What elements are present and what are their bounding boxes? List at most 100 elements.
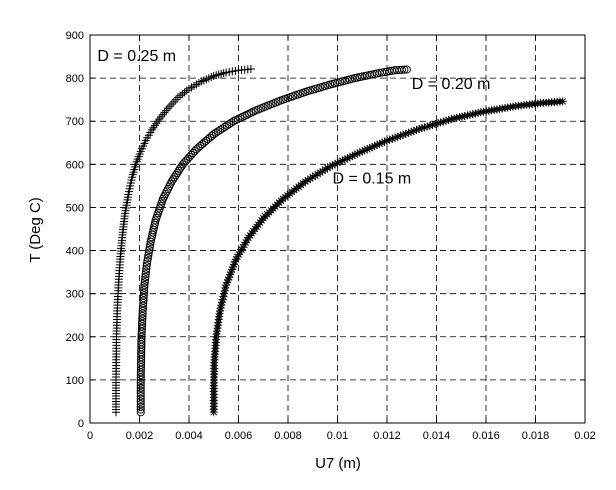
plus-marker — [163, 104, 172, 113]
star-marker — [238, 243, 247, 252]
star-marker — [509, 102, 518, 111]
circle-marker — [145, 243, 154, 252]
star-marker — [221, 283, 230, 292]
star-marker — [353, 149, 362, 158]
star-marker — [401, 129, 410, 138]
circle-marker — [170, 173, 179, 182]
star-marker — [318, 167, 327, 176]
star-marker — [237, 245, 246, 254]
circle-marker — [216, 125, 225, 134]
star-marker — [487, 106, 496, 115]
circle-marker — [136, 392, 145, 401]
star-marker — [380, 137, 389, 146]
y-tick-label: 600 — [66, 159, 84, 171]
circle-marker — [136, 378, 145, 387]
star-marker — [230, 260, 239, 269]
star-marker — [231, 257, 240, 266]
x-tick-label: 0.014 — [423, 430, 451, 442]
circle-marker — [144, 248, 153, 257]
star-marker — [323, 163, 332, 172]
star-marker — [326, 162, 335, 171]
plus-marker — [246, 65, 255, 74]
y-tick-label: 900 — [66, 30, 84, 42]
circle-marker — [211, 128, 220, 137]
x-tick-label: 0.004 — [175, 430, 203, 442]
circle-marker — [142, 264, 151, 273]
circle-marker — [136, 402, 145, 411]
circle-marker — [136, 408, 145, 417]
plus-marker — [180, 88, 189, 97]
circle-marker — [167, 177, 176, 186]
circle-marker — [136, 394, 145, 403]
star-marker — [216, 304, 225, 313]
circle-marker — [136, 397, 145, 406]
star-marker — [468, 110, 477, 119]
circle-marker — [171, 171, 180, 180]
circle-marker — [139, 291, 148, 300]
star-marker — [495, 104, 504, 113]
circle-marker — [209, 130, 218, 139]
star-marker — [340, 155, 349, 164]
plus-marker — [169, 97, 178, 106]
circle-marker — [146, 240, 155, 249]
circle-marker — [227, 118, 236, 127]
circle-marker — [139, 296, 148, 305]
star-marker — [474, 108, 483, 117]
x-tick-label: 0 — [87, 430, 93, 442]
circle-marker — [222, 121, 231, 130]
star-marker — [476, 108, 485, 117]
y-tick-label: 500 — [66, 202, 84, 214]
star-marker — [348, 151, 357, 160]
circle-marker — [220, 122, 229, 132]
star-marker — [388, 134, 397, 143]
star-marker — [492, 105, 501, 114]
star-marker — [234, 250, 243, 259]
star-marker — [338, 156, 347, 165]
x-tick-label: 0.018 — [522, 430, 550, 442]
axis-ticks: 0 0.002 0.004 0.006 0.008 0.01 0.012 0.014 0.016… — [66, 30, 596, 442]
star-marker — [428, 120, 437, 129]
plus-marker — [153, 117, 162, 126]
circle-marker — [139, 288, 148, 297]
circle-marker — [137, 335, 146, 344]
plus-marker — [178, 90, 187, 99]
plus-marker — [171, 95, 180, 104]
circle-marker — [141, 270, 150, 279]
star-marker — [228, 265, 237, 274]
star-marker — [306, 174, 315, 183]
star-marker — [345, 153, 354, 162]
circle-marker — [136, 381, 145, 390]
star-marker — [490, 105, 499, 114]
y-tick-label: 200 — [66, 332, 84, 344]
circle-marker — [137, 337, 146, 346]
y-tick-label: 800 — [66, 73, 84, 85]
star-marker — [409, 126, 418, 135]
star-marker — [316, 168, 325, 177]
star-marker — [396, 131, 405, 140]
star-marker — [498, 104, 507, 113]
circle-marker — [136, 400, 145, 409]
star-marker — [363, 145, 372, 154]
circle-marker — [136, 405, 145, 414]
circle-marker — [138, 312, 147, 321]
star-marker — [220, 286, 229, 295]
series-circle — [136, 65, 411, 417]
star-marker — [217, 301, 226, 310]
x-tick-label: 0.008 — [274, 430, 302, 442]
star-marker — [215, 306, 224, 315]
series-star — [209, 97, 567, 417]
star-marker — [441, 116, 450, 125]
x-tick-label: 0.012 — [373, 430, 401, 442]
circle-marker — [142, 262, 151, 271]
annotation-label: D = 0.20 m — [412, 76, 491, 93]
plus-marker — [176, 91, 185, 100]
circle-marker — [177, 162, 186, 171]
star-marker — [232, 255, 241, 264]
circle-marker — [225, 120, 234, 129]
y-tick-label: 0 — [78, 418, 84, 430]
star-marker — [450, 114, 459, 123]
star-marker — [243, 236, 252, 245]
circle-marker — [143, 256, 152, 265]
star-marker — [378, 138, 387, 147]
star-marker — [365, 144, 374, 153]
